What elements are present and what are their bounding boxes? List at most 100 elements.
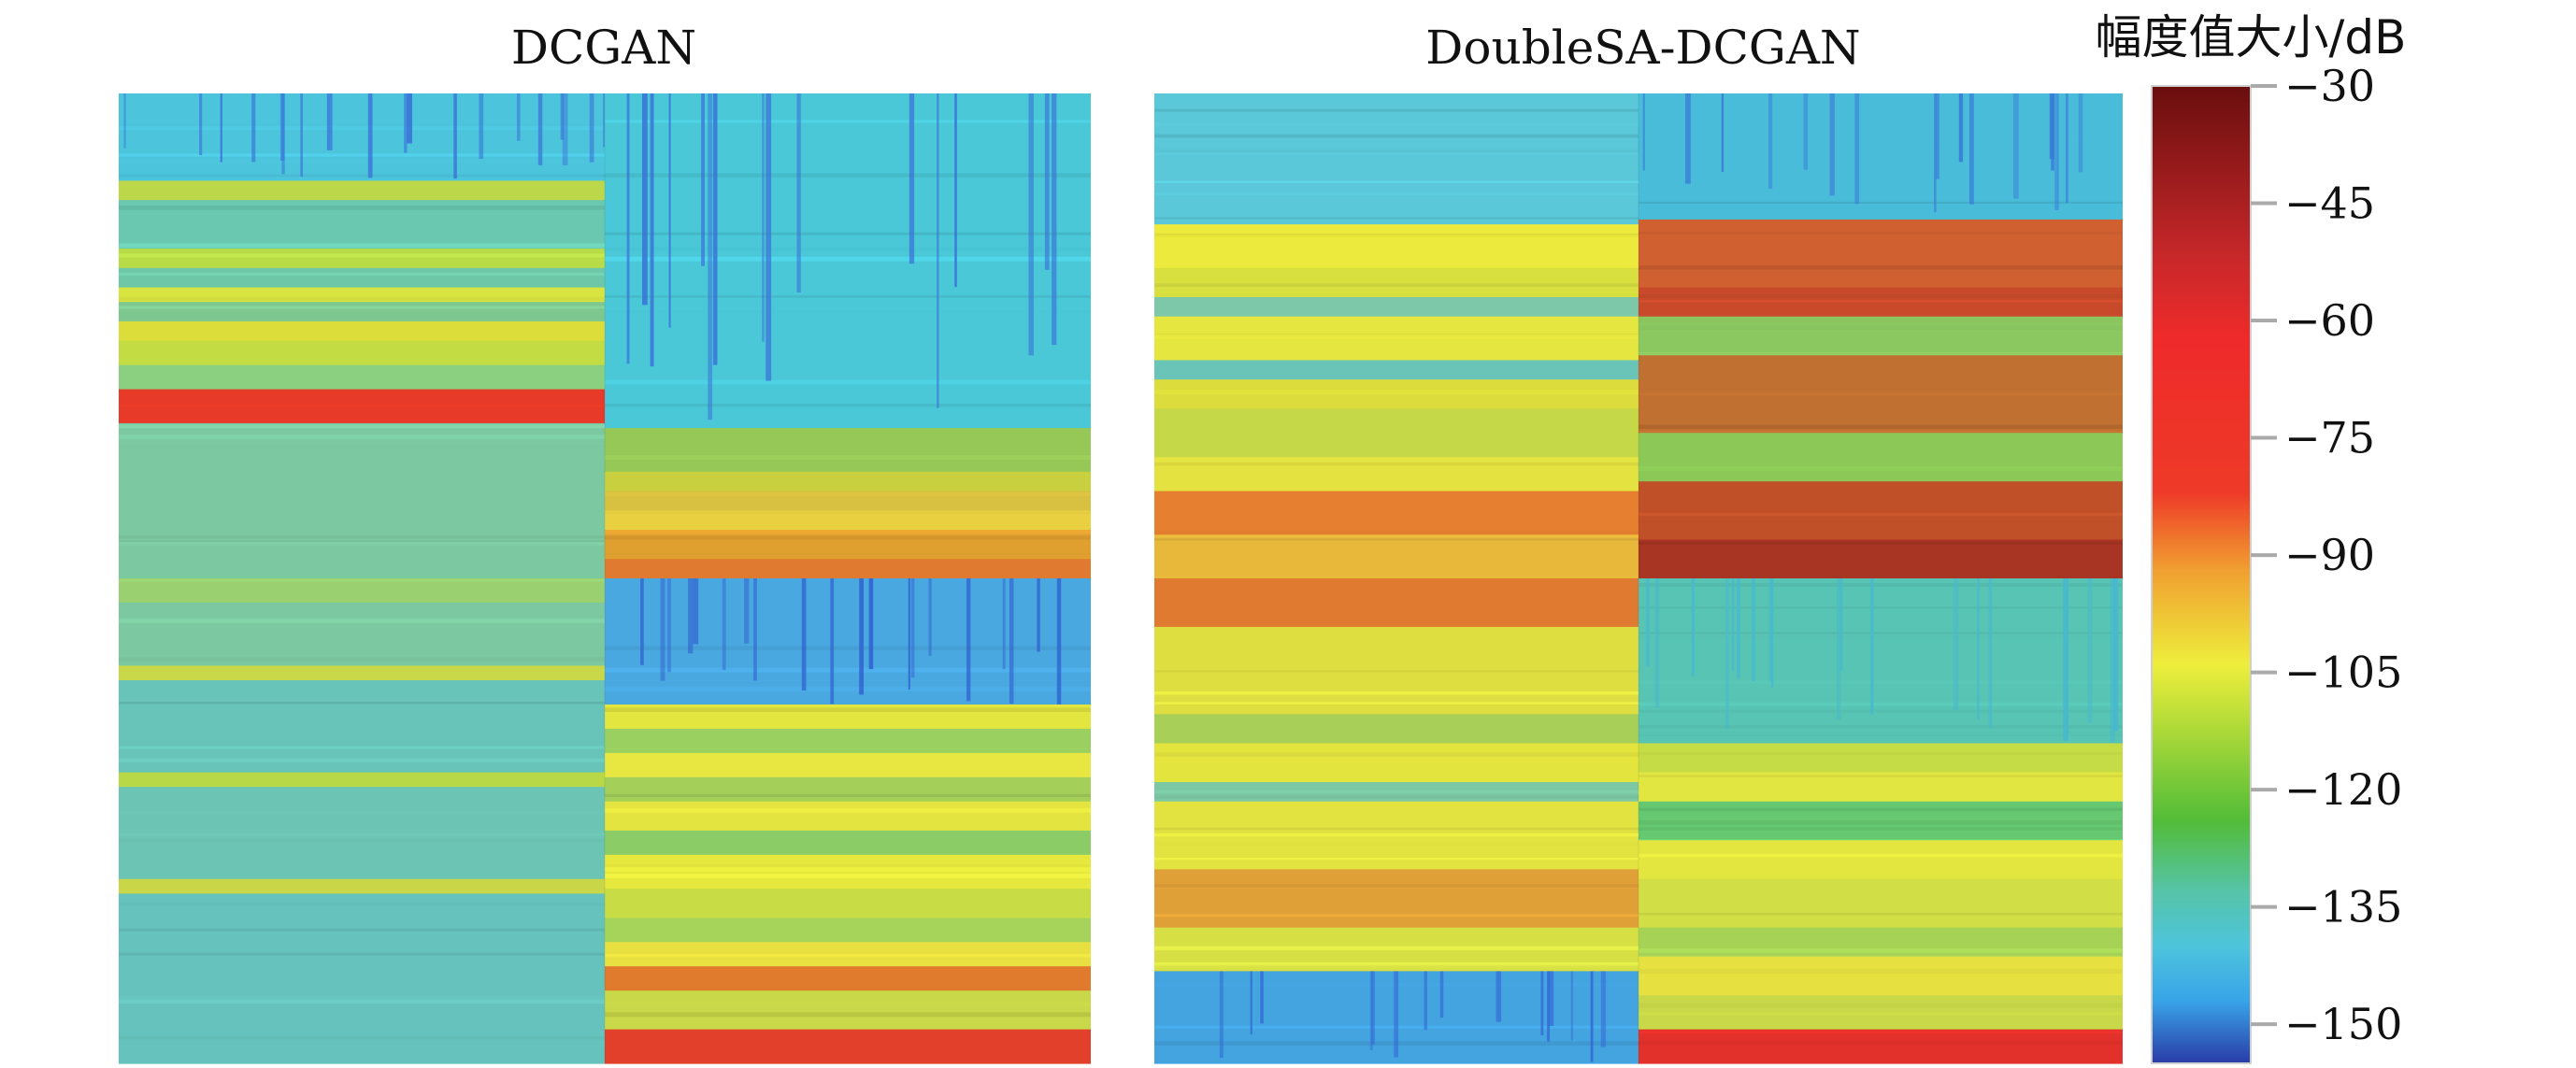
band-3-5	[605, 801, 1091, 832]
band-texture	[1639, 819, 2123, 825]
band-texture	[1639, 605, 2123, 609]
band-texture	[1154, 790, 1639, 794]
vertical-stripe	[1052, 93, 1057, 346]
vertical-stripe	[479, 93, 484, 160]
band-texture	[1639, 914, 2123, 918]
band-texture	[1154, 691, 1639, 695]
vertical-stripe	[1768, 93, 1773, 189]
vertical-stripe	[1009, 578, 1014, 705]
band-3-11	[605, 966, 1091, 991]
band-texture	[1639, 751, 2123, 755]
colorbar-tick-label: −30	[2284, 61, 2375, 111]
band-0-9	[1154, 491, 1639, 535]
band-0-3	[119, 249, 605, 269]
vertical-stripe	[1219, 971, 1224, 1059]
band-texture	[1639, 912, 2123, 917]
band-0-7	[119, 320, 605, 342]
band-texture	[119, 1036, 605, 1040]
band-texture	[1154, 842, 1639, 846]
vertical-stripe	[801, 578, 807, 691]
band-texture	[605, 804, 1091, 806]
vertical-stripe	[937, 93, 939, 408]
band-1-1	[605, 428, 1091, 473]
band-0-4	[119, 267, 605, 289]
band-texture	[119, 810, 605, 815]
band-texture	[119, 838, 605, 843]
band-texture	[119, 253, 605, 258]
band-1-1	[1639, 219, 2123, 289]
band-texture	[1154, 458, 1639, 463]
band-texture	[119, 701, 605, 705]
band-2-6	[119, 878, 605, 894]
band-texture	[1639, 1003, 2123, 1008]
vertical-stripe	[1600, 971, 1607, 1047]
band-texture	[119, 758, 605, 762]
vertical-stripe	[516, 93, 521, 141]
vertical-stripe	[199, 93, 203, 156]
band-3-5	[1639, 878, 2123, 929]
vertical-stripe	[1250, 971, 1252, 1034]
band-texture	[605, 874, 1091, 878]
band-texture	[1154, 833, 1639, 837]
vertical-stripe	[2078, 93, 2083, 173]
band-3-8	[605, 889, 1091, 918]
band-texture	[1639, 138, 2123, 143]
vertical-stripe	[1369, 971, 1373, 1051]
band-texture	[605, 954, 1091, 958]
band-0-6	[1154, 379, 1639, 409]
band-texture	[1639, 299, 2123, 303]
quadrant-bottom-right	[1639, 578, 2123, 1064]
band-texture	[1154, 121, 1639, 126]
band-3-1	[1639, 743, 2123, 774]
vertical-stripe	[220, 93, 222, 163]
band-2-3	[119, 679, 605, 774]
band-texture	[1639, 424, 2123, 429]
band-0-8	[119, 340, 605, 366]
colorbar-tick-label: −45	[2284, 178, 2375, 229]
band-texture	[1154, 149, 1639, 153]
band-texture	[605, 530, 1091, 534]
vertical-stripe	[666, 578, 671, 673]
vertical-stripe	[712, 93, 718, 365]
vertical-stripe	[1056, 578, 1062, 705]
vertical-stripe	[279, 93, 285, 162]
vertical-stripe	[668, 93, 671, 328]
band-texture	[119, 444, 605, 447]
vertical-stripe	[251, 93, 256, 163]
colorbar-tick-label: −75	[2284, 413, 2375, 463]
vertical-stripe	[1958, 93, 1964, 163]
band-texture	[1639, 840, 2123, 846]
band-texture	[119, 405, 605, 407]
band-texture	[605, 1002, 1091, 1006]
vertical-stripe	[2012, 93, 2019, 199]
vertical-stripe	[1870, 578, 1874, 715]
band-2-6	[1154, 869, 1639, 929]
band-texture	[119, 243, 605, 249]
vertical-stripe	[2063, 578, 2069, 741]
vertical-stripe	[1768, 578, 1773, 682]
band-texture	[1154, 334, 1639, 339]
colorbar-tick-label: −120	[2284, 764, 2402, 815]
band-1-4	[605, 510, 1091, 531]
vertical-stripe	[693, 578, 699, 645]
band-texture	[605, 229, 1091, 234]
band-texture	[605, 667, 1091, 673]
vertical-stripe	[688, 578, 694, 654]
band-texture	[605, 793, 1091, 798]
quadrant-top-right	[605, 93, 1091, 579]
band-texture	[1639, 1012, 2123, 1016]
band-texture	[1154, 180, 1639, 184]
vertical-stripe	[722, 578, 726, 671]
band-texture	[1154, 462, 1639, 466]
band-texture	[605, 173, 1091, 178]
band-1-0	[1639, 93, 2123, 221]
band-texture	[1154, 884, 1639, 888]
colorbar-tick-label: −60	[2284, 295, 2375, 346]
vertical-stripe	[1570, 971, 1573, 1041]
vertical-stripe	[404, 93, 408, 153]
colorbar-tick-label: −150	[2284, 999, 2402, 1049]
band-texture	[119, 903, 605, 906]
vertical-stripe	[830, 578, 835, 705]
